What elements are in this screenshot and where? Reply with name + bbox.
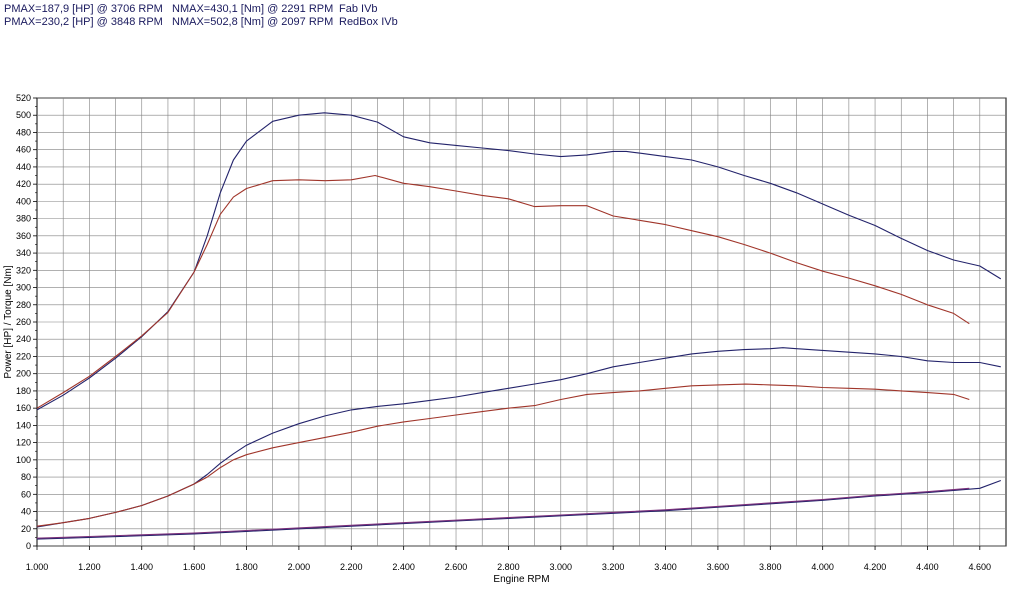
y-tick-label: 80 — [21, 472, 31, 482]
x-tick-label: 2.400 — [392, 562, 415, 572]
y-tick-label: 280 — [16, 300, 31, 310]
y-tick-label: 220 — [16, 351, 31, 361]
series-line-4 — [36, 479, 1001, 540]
y-tick-label: 100 — [16, 455, 31, 465]
grid — [33, 97, 1007, 550]
series-line-2 — [36, 347, 1001, 528]
series-line-5 — [36, 487, 970, 539]
y-tick-label: 140 — [16, 420, 31, 430]
x-tick-label: 4.200 — [864, 562, 887, 572]
series-line-1 — [36, 174, 970, 409]
x-tick-label: 4.600 — [969, 562, 992, 572]
y-tick-label: 0 — [26, 541, 31, 551]
y-tick-label: 180 — [16, 386, 31, 396]
x-tick-label: 2.000 — [288, 562, 311, 572]
x-tick-label: 3.600 — [707, 562, 730, 572]
y-tick-label: 20 — [21, 524, 31, 534]
x-axis-label: Engine RPM — [493, 574, 549, 585]
y-tick-label: 520 — [16, 93, 31, 103]
legend-fab: Fab IVb — [339, 3, 378, 15]
x-tick-label: 2.600 — [445, 562, 468, 572]
y-tick-label: 260 — [16, 317, 31, 327]
pmax-redbox: PMAX=230,2 [HP] @ 3848 RPM — [4, 16, 163, 28]
y-tick-label: 400 — [16, 196, 31, 206]
y-tick-label: 200 — [16, 369, 31, 379]
y-tick-label: 40 — [21, 507, 31, 517]
nmax-fab: NMAX=430,1 [Nm] @ 2291 RPM — [172, 3, 334, 15]
y-tick-label: 240 — [16, 334, 31, 344]
tick-labels: 0 20 40 60 80 100 120 140 160 180 200 220 240 260 280 3… — [16, 93, 991, 572]
x-tick-label: 1.000 — [26, 562, 49, 572]
pmax-fab: PMAX=187,9 [HP] @ 3706 RPM — [4, 3, 163, 15]
x-tick-label: 1.800 — [235, 562, 258, 572]
x-tick-label: 2.800 — [497, 562, 520, 572]
legend-redbox: RedBox IVb — [339, 16, 398, 28]
x-tick-label: 1.200 — [78, 562, 101, 572]
y-tick-label: 300 — [16, 283, 31, 293]
x-tick-label: 3.200 — [602, 562, 625, 572]
nmax-redbox: NMAX=502,8 [Nm] @ 2097 RPM — [172, 16, 334, 28]
y-tick-label: 160 — [16, 403, 31, 413]
x-tick-label: 3.400 — [654, 562, 677, 572]
series-line-3 — [36, 383, 970, 527]
y-tick-label: 420 — [16, 179, 31, 189]
x-tick-label: 2.200 — [340, 562, 363, 572]
y-tick-label: 440 — [16, 162, 31, 172]
x-tick-label: 3.000 — [550, 562, 573, 572]
y-tick-label: 500 — [16, 110, 31, 120]
x-tick-label: 3.800 — [759, 562, 782, 572]
y-tick-label: 60 — [21, 489, 31, 499]
y-tick-label: 340 — [16, 248, 31, 258]
x-tick-label: 1.600 — [183, 562, 206, 572]
y-tick-label: 480 — [16, 127, 31, 137]
y-axis-label: Power [HP] / Torque [Nm] — [3, 265, 14, 378]
y-tick-label: 360 — [16, 231, 31, 241]
y-tick-label: 120 — [16, 438, 31, 448]
y-tick-label: 380 — [16, 214, 31, 224]
y-tick-label: 460 — [16, 145, 31, 155]
series-lines — [36, 112, 1002, 540]
series-line-0 — [36, 112, 1002, 411]
x-tick-label: 1.400 — [130, 562, 153, 572]
x-tick-label: 4.000 — [811, 562, 834, 572]
y-tick-label: 320 — [16, 265, 31, 275]
x-tick-label: 4.400 — [916, 562, 939, 572]
